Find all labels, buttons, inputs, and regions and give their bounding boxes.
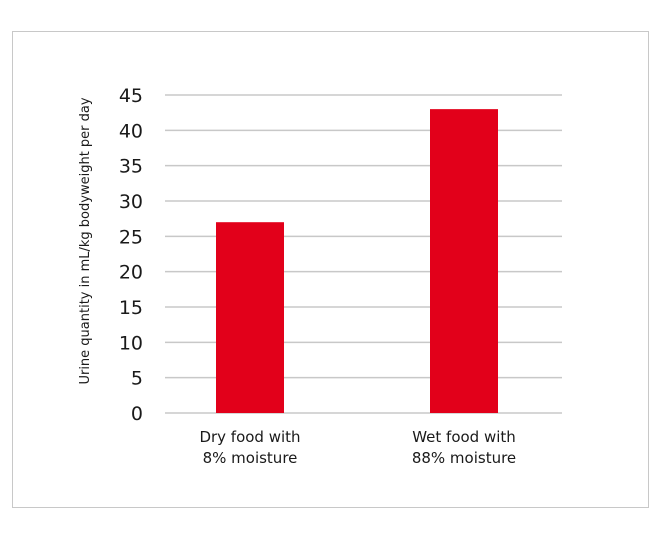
y-tick-label: 45 — [119, 85, 143, 107]
x-category-label-1-line-2: 8% moisture — [203, 449, 298, 467]
bar-1 — [216, 222, 284, 413]
y-axis-tick-labels: 0 5 10 15 20 25 30 35 40 45 — [119, 85, 143, 425]
bar-2 — [430, 109, 498, 413]
y-tick-label: 0 — [131, 403, 143, 425]
chart-frame — [12, 31, 649, 508]
y-tick-label: 5 — [131, 368, 143, 390]
x-category-label-2-line-1: Wet food with — [412, 428, 516, 446]
y-tick-label: 30 — [119, 191, 143, 213]
y-tick-label: 20 — [119, 262, 143, 284]
x-category-label-1-line-1: Dry food with — [199, 428, 300, 446]
y-tick-label: 35 — [119, 156, 143, 178]
bars — [216, 109, 498, 413]
x-category-label-2-line-2: 88% moisture — [412, 449, 516, 467]
y-tick-label: 15 — [119, 297, 143, 319]
y-tick-label: 40 — [119, 120, 143, 142]
y-axis-title: Urine quantity in mL/kg bodyweight per d… — [78, 97, 93, 384]
y-tick-label: 10 — [119, 332, 143, 354]
x-axis-category-labels: Dry food with 8% moisture Wet food with 88%… — [199, 428, 516, 467]
y-tick-label: 25 — [119, 226, 143, 248]
